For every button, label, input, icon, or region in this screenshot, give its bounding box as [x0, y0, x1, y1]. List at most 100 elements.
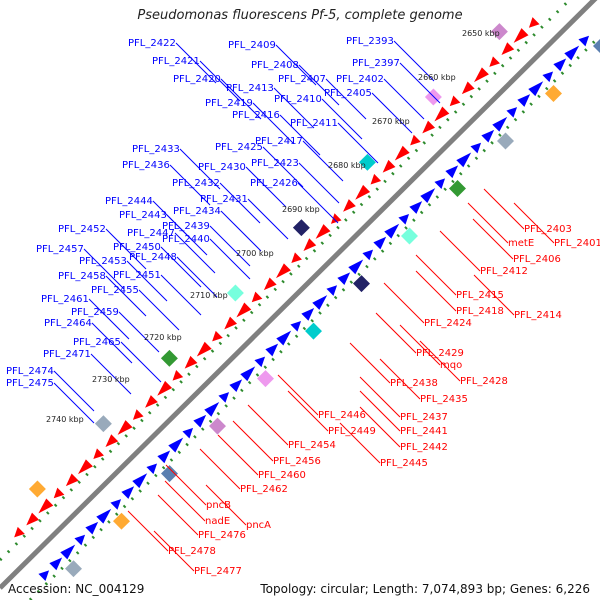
gene-label[interactable]: PFL_2455: [91, 285, 139, 296]
gene-label[interactable]: PFL_2393: [346, 36, 394, 47]
gene-label[interactable]: PFL_2476: [198, 530, 246, 541]
gene-label[interactable]: PFL_2475: [6, 378, 54, 389]
gene-label-layer: PFL_2422 PFL_2409 PFL_2393 PFL_2421 PFL_2408…: [6, 36, 600, 577]
gene-label[interactable]: PFL_2432: [172, 178, 220, 189]
forward-feature-box: [449, 180, 466, 197]
gene-label[interactable]: PFL_2430: [198, 162, 246, 173]
gene-label[interactable]: PFL_2442: [400, 442, 448, 453]
gene-label[interactable]: PFL_2478: [168, 546, 216, 557]
gene-label[interactable]: PFL_2421: [152, 56, 200, 67]
gene-label[interactable]: PFL_2410: [274, 94, 322, 105]
forward-gene-arrow: [373, 236, 387, 250]
gene-label[interactable]: PFL_2435: [420, 394, 468, 405]
gene-label[interactable]: PFL_2444: [105, 196, 153, 207]
kbp-tick-label: 2690 kbp: [282, 205, 320, 214]
gene-label[interactable]: PFL_2407: [278, 74, 326, 85]
gene-label[interactable]: PFL_2462: [240, 484, 288, 495]
forward-gene-arrow: [168, 437, 184, 453]
gene-label[interactable]: PFL_2433: [132, 144, 180, 155]
gene-label[interactable]: PFL_2414: [514, 310, 562, 321]
gene-label[interactable]: PFL_2458: [58, 271, 106, 282]
gene-label[interactable]: PFL_2415: [456, 290, 504, 301]
reverse-gene-arrow: [53, 487, 65, 499]
leader-line: [179, 148, 221, 190]
gene-label[interactable]: mqo: [440, 360, 462, 371]
gene-label[interactable]: PFL_2417: [255, 136, 303, 147]
gene-label[interactable]: metE: [508, 238, 534, 249]
gene-label[interactable]: PFL_2429: [416, 348, 464, 359]
gene-label[interactable]: PFL_2422: [128, 38, 176, 49]
gene-label[interactable]: PFL_2406: [513, 254, 561, 265]
forward-gene-arrow: [578, 35, 590, 47]
gene-label[interactable]: PFL_2413: [226, 83, 274, 94]
gene-label[interactable]: PFL_2436: [122, 160, 170, 171]
gene-label[interactable]: PFL_2448: [129, 252, 177, 263]
gene-label[interactable]: PFL_2450: [113, 242, 161, 253]
gene-label[interactable]: PFL_2453: [79, 256, 127, 267]
reverse-gene-arrow: [117, 420, 133, 435]
gene-label[interactable]: PFL_2459: [71, 307, 119, 318]
gene-label[interactable]: PFL_2409: [228, 40, 276, 51]
forward-gene-arrow: [492, 116, 508, 132]
gene-label[interactable]: PFL_2402: [336, 74, 384, 85]
gene-label[interactable]: PFL_2439: [162, 221, 210, 232]
gene-label[interactable]: PFL_2452: [58, 224, 106, 235]
forward-gene-arrow: [85, 521, 99, 535]
reverse-feature-box: [226, 284, 244, 302]
gene-label[interactable]: PFL_2423: [251, 158, 299, 169]
gene-label[interactable]: PFL_2443: [119, 210, 167, 221]
gene-label[interactable]: PFL_2411: [290, 118, 338, 129]
gene-label[interactable]: PFL_2431: [200, 194, 248, 205]
gene-label[interactable]: PFL_2464: [44, 318, 92, 329]
gene-label[interactable]: PFL_2454: [288, 440, 336, 451]
gene-label[interactable]: PFL_2471: [43, 349, 91, 360]
gene-label[interactable]: PFL_2457: [36, 244, 84, 255]
gene-label[interactable]: PFL_2461: [41, 294, 89, 305]
gene-label[interactable]: PFL_2425: [215, 142, 263, 153]
leader-line: [53, 382, 95, 424]
gene-label[interactable]: PFL_2434: [173, 206, 221, 217]
gene-label[interactable]: PFL_2418: [456, 306, 504, 317]
reverse-feature-box: [160, 349, 178, 367]
leader-line: [325, 78, 367, 120]
gene-label[interactable]: PFL_2424: [424, 318, 472, 329]
gene-label[interactable]: PFL_2438: [390, 378, 438, 389]
gene-label[interactable]: PFL_2441: [400, 426, 448, 437]
gene-label[interactable]: PFL_2420: [173, 74, 221, 85]
gene-label[interactable]: PFL_2405: [324, 88, 372, 99]
gene-label[interactable]: PFL_2426: [250, 178, 298, 189]
gene-label[interactable]: PFL_2446: [318, 410, 366, 421]
forward-gene-arrow: [456, 152, 472, 168]
gene-label[interactable]: PFL_2447: [127, 228, 175, 239]
gene-label[interactable]: PFL_2440: [162, 234, 210, 245]
gene-label[interactable]: nadE: [205, 516, 230, 527]
reverse-gene-arrow: [528, 17, 540, 28]
gene-label[interactable]: pncA: [246, 520, 271, 531]
gene-label[interactable]: PFL_2419: [205, 98, 253, 109]
leader-line: [287, 390, 329, 432]
gene-label[interactable]: PFL_2416: [232, 110, 280, 121]
gene-label[interactable]: PFL_2397: [352, 58, 400, 69]
gene-label[interactable]: pncB: [206, 500, 231, 511]
forward-gene-arrow: [470, 142, 482, 154]
forward-gene-arrow: [420, 188, 436, 203]
forward-gene-arrow: [121, 486, 135, 499]
gene-label[interactable]: PFL_2456: [273, 456, 321, 467]
gene-label[interactable]: PFL_2465: [73, 337, 121, 348]
gene-label[interactable]: PFL_2403: [524, 224, 572, 235]
leader-line: [199, 60, 241, 102]
gene-label[interactable]: PFL_2401: [554, 238, 600, 249]
gene-label[interactable]: PFL_2474: [6, 366, 54, 377]
gene-label[interactable]: PFL_2449: [328, 426, 376, 437]
leader-line: [232, 420, 274, 462]
gene-label[interactable]: PFL_2428: [460, 376, 508, 387]
gene-label[interactable]: PFL_2445: [380, 458, 428, 469]
gene-label[interactable]: PFL_2460: [258, 470, 306, 481]
gene-label[interactable]: PFL_2408: [251, 60, 299, 71]
reverse-feature-box: [94, 415, 112, 433]
gene-label[interactable]: PFL_2477: [194, 566, 242, 577]
gene-label[interactable]: PFL_2451: [113, 270, 161, 281]
leader-line: [375, 312, 417, 354]
gene-label[interactable]: PFL_2412: [480, 266, 528, 277]
gene-label[interactable]: PFL_2437: [400, 412, 448, 423]
